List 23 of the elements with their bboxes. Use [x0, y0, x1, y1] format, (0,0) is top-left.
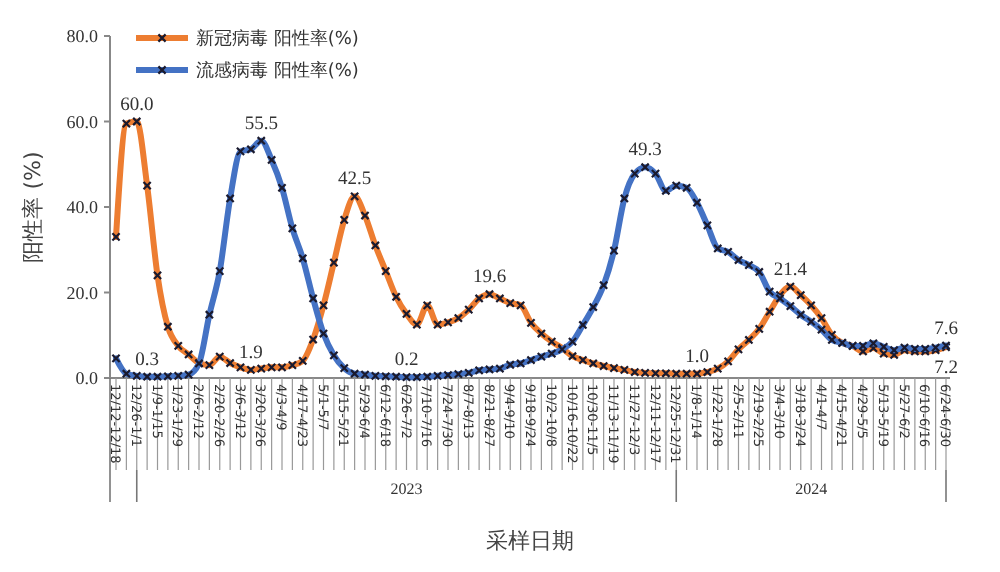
data-label: 60.0	[120, 95, 154, 116]
legend-label: 新冠病毒 阳性率(%)	[196, 28, 359, 51]
x-axis-title: 采样日期	[486, 528, 574, 554]
y-tick-label: 0.0	[75, 368, 99, 389]
text: 2024	[795, 480, 828, 498]
data-label: 55.5	[244, 114, 279, 135]
data-label: 42.5	[338, 170, 372, 191]
y-axis-title: 阳性率 (%)	[20, 151, 46, 263]
y-tick-label: 40.0	[66, 197, 99, 218]
data-label: 0.3	[135, 350, 160, 371]
data-label: 1.9	[239, 343, 264, 364]
data-label: 19.6	[472, 268, 507, 289]
text: 2023	[390, 480, 423, 498]
legend-label: 流感病毒 阳性率(%)	[196, 60, 359, 83]
data-label: 7.6	[934, 319, 959, 340]
y-tick-label: 60.0	[66, 111, 99, 132]
y-tick-label: 20.0	[66, 282, 99, 303]
data-label: 1.0	[685, 347, 710, 368]
data-label: 7.2	[934, 359, 959, 380]
data-label: 49.3	[628, 141, 663, 162]
y-tick-label: 80.0	[66, 26, 99, 47]
data-label: 21.4	[773, 260, 808, 281]
data-label: 0.2	[394, 351, 419, 372]
